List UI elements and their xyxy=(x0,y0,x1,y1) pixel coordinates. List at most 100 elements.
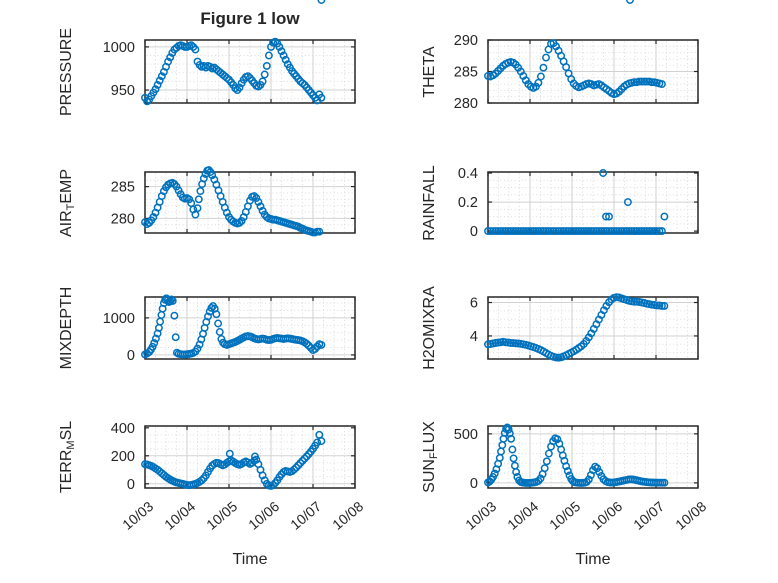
data-point xyxy=(637,77,646,86)
data-point xyxy=(640,227,649,236)
data-point xyxy=(494,227,503,236)
data-point xyxy=(540,464,549,473)
data-point xyxy=(559,227,568,236)
data-point xyxy=(196,187,205,196)
data-point xyxy=(553,435,562,444)
y-tick-label: 280 xyxy=(111,211,135,227)
data-point xyxy=(490,469,499,478)
data-point xyxy=(246,196,254,205)
data-point xyxy=(315,227,324,236)
data-point xyxy=(584,475,593,484)
data-point xyxy=(597,227,606,236)
data-point xyxy=(509,227,518,236)
data-point xyxy=(660,478,669,487)
data-point xyxy=(267,42,275,51)
data-point xyxy=(290,465,299,474)
data-point xyxy=(657,301,666,310)
data-point xyxy=(544,449,553,458)
data-point xyxy=(599,227,608,236)
subplot-theta: 280 285 290 xyxy=(454,33,699,112)
data-point xyxy=(499,227,508,236)
data-point xyxy=(143,97,152,106)
data-point xyxy=(539,63,548,72)
data-point xyxy=(630,78,639,87)
data-point xyxy=(602,212,610,221)
data-point xyxy=(567,227,576,236)
y-tick-label: 400 xyxy=(111,421,135,437)
data-point xyxy=(317,437,326,446)
y-tick-label: 0.2 xyxy=(458,195,478,211)
data-point xyxy=(294,461,303,470)
data-point xyxy=(264,51,273,60)
y-tick-label: 1000 xyxy=(103,40,135,56)
data-point xyxy=(512,468,521,477)
data-point xyxy=(185,195,194,204)
data-point xyxy=(159,187,168,196)
data-point xyxy=(531,227,540,236)
data-point xyxy=(254,82,263,91)
data-point xyxy=(630,297,639,306)
data-point xyxy=(552,353,560,362)
data-point xyxy=(222,74,231,82)
data-point xyxy=(584,227,593,236)
data-point xyxy=(642,227,651,236)
data-point xyxy=(506,227,515,236)
data-point xyxy=(536,227,545,236)
data-point xyxy=(536,474,545,483)
axes-box xyxy=(487,296,699,360)
xlabel-time-left: Time xyxy=(232,551,268,568)
data-point xyxy=(627,227,636,236)
data-point xyxy=(587,227,596,236)
data-point xyxy=(501,227,510,236)
data-point xyxy=(157,72,166,81)
data-point xyxy=(258,206,267,215)
data-point xyxy=(539,227,548,236)
data-point xyxy=(269,481,278,490)
data-point xyxy=(235,83,244,92)
data-point xyxy=(626,0,634,4)
data-point xyxy=(519,227,528,236)
data-point xyxy=(504,425,513,434)
data-point xyxy=(635,227,644,236)
data-point xyxy=(630,227,639,236)
data-point xyxy=(574,227,583,236)
data-point xyxy=(155,76,164,85)
data-point xyxy=(153,80,162,89)
y-tick-label: 950 xyxy=(111,83,135,99)
data-point xyxy=(150,339,159,348)
data-point xyxy=(149,213,158,222)
subplot-mixdepth: 0 1000 xyxy=(103,294,356,364)
data-point xyxy=(534,227,543,236)
data-point xyxy=(214,319,223,328)
y-tick-label: 0.4 xyxy=(458,166,478,182)
y-tick-label: 290 xyxy=(454,33,478,49)
y-tick-label: 500 xyxy=(454,427,478,443)
data-point xyxy=(594,227,603,236)
data-point xyxy=(507,434,516,443)
y-tick-label: 0 xyxy=(470,476,478,492)
data-point xyxy=(252,194,261,203)
y-tick-label: 0 xyxy=(127,348,135,364)
data-point xyxy=(193,204,202,213)
data-point xyxy=(514,227,523,236)
data-point xyxy=(504,227,513,236)
data-point xyxy=(569,227,578,236)
data-point xyxy=(212,310,221,319)
data-point xyxy=(660,301,669,310)
data-point xyxy=(254,197,263,206)
data-point xyxy=(660,212,669,221)
subplot-rainfall: 0 0.2 0.4 xyxy=(458,0,699,240)
data-point xyxy=(206,62,215,71)
data-point xyxy=(167,295,176,304)
data-point xyxy=(625,227,634,236)
data-point xyxy=(529,227,538,236)
y-tick-label: 285 xyxy=(111,180,135,196)
data-point xyxy=(166,53,175,62)
data-point xyxy=(657,227,666,236)
subplot-sun-flux: 0 500 xyxy=(454,423,699,492)
data-point xyxy=(595,468,604,477)
data-point xyxy=(256,202,265,211)
data-point xyxy=(516,227,525,236)
data-point xyxy=(151,85,160,94)
